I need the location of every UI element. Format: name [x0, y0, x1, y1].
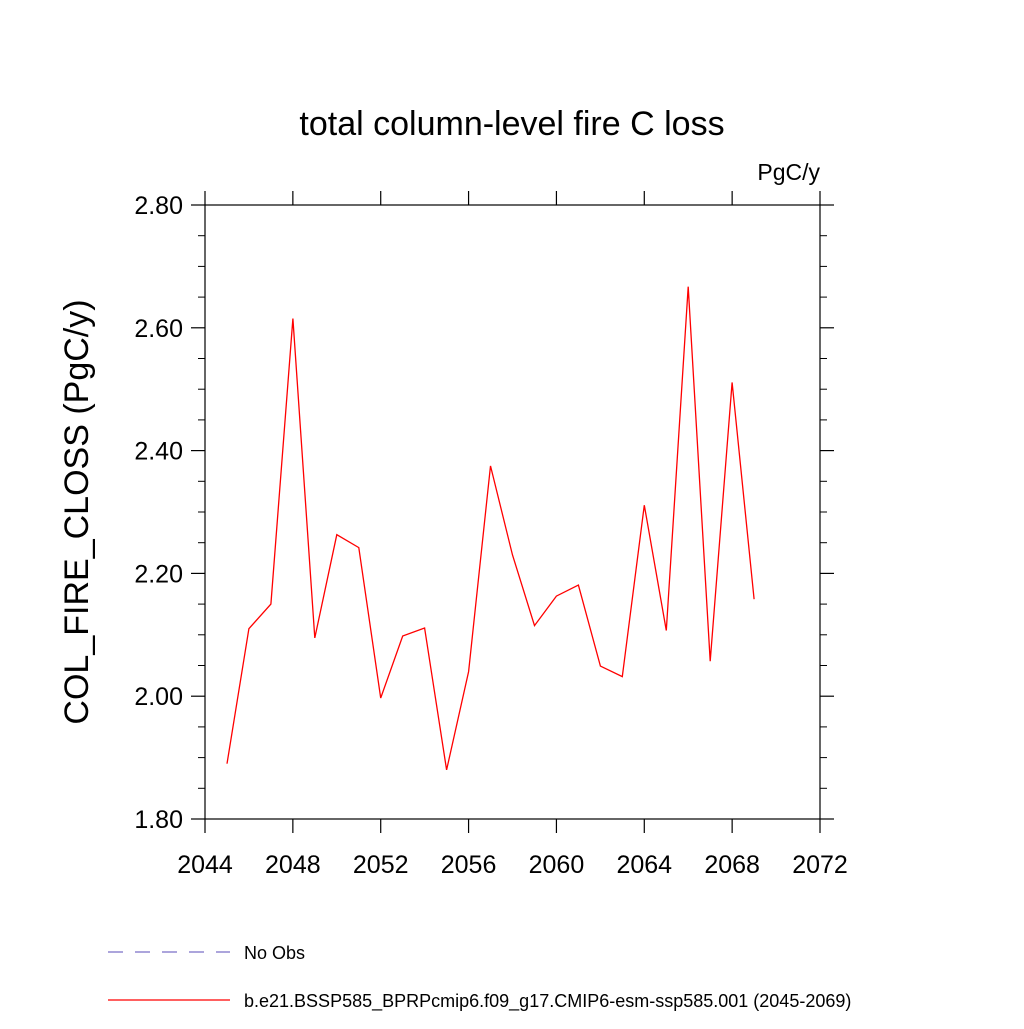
legend-label-0: No Obs — [244, 943, 305, 963]
legend-label-1: b.e21.BSSP585_BPRPcmip6.f09_g17.CMIP6-es… — [244, 991, 851, 1012]
x-tick-label: 2072 — [792, 851, 848, 879]
legend: No Obs b.e21.BSSP585_BPRPcmip6.f09_g17.CM… — [108, 943, 851, 1012]
chart-title: total column-level fire C loss — [299, 105, 724, 143]
x-tick-label: 2056 — [441, 851, 497, 879]
x-tick-label: 2064 — [616, 851, 672, 879]
x-tick-label: 2052 — [353, 851, 409, 879]
x-tick-label: 2048 — [265, 851, 321, 879]
y-tick-label: 2.20 — [134, 560, 183, 588]
x-tick-label: 2044 — [177, 851, 233, 879]
y-tick-label: 2.40 — [134, 438, 183, 466]
y-axis-label: COL_FIRE_CLOSS (PgC/y) — [58, 299, 96, 724]
y-tick-label: 2.60 — [134, 315, 183, 343]
y-tick-label: 2.00 — [134, 683, 183, 711]
plot-area: 2044 2048 2052 2056 2060 2064 2068 2072 1.80 2.00… — [134, 191, 848, 879]
units-label: PgC/y — [757, 159, 820, 185]
y-tick-label: 1.80 — [134, 806, 183, 834]
x-tick-label: 2068 — [704, 851, 760, 879]
series-line-0 — [226, 286, 755, 771]
plot-frame — [204, 204, 821, 820]
y-tick-label: 2.80 — [134, 192, 183, 220]
x-tick-label: 2060 — [529, 851, 585, 879]
